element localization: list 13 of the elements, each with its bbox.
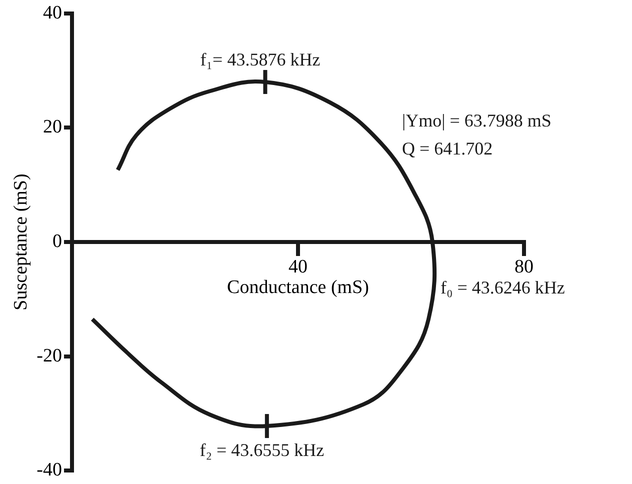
- x-tick-label: 80: [514, 256, 534, 278]
- annotation: f₁= 43.5876 kHz: [200, 50, 320, 70]
- y-tick-label: -20: [36, 345, 62, 366]
- annotation: f₂ = 43.6555 kHz: [200, 440, 324, 460]
- x-axis-title: Conductance (mS): [227, 277, 369, 298]
- y-tick-label: 40: [43, 2, 62, 24]
- y-tick-label: 20: [43, 116, 62, 138]
- annotation: Q = 641.702: [402, 138, 493, 158]
- annotation: f₀ = 43.6246 kHz: [440, 278, 565, 298]
- annotation: |Ymo| = 63.7988 mS: [402, 110, 552, 130]
- y-tick-label: 0: [52, 230, 62, 252]
- y-axis-title: Susceptance (mS): [10, 174, 32, 310]
- y-tick-label: -40: [36, 460, 62, 481]
